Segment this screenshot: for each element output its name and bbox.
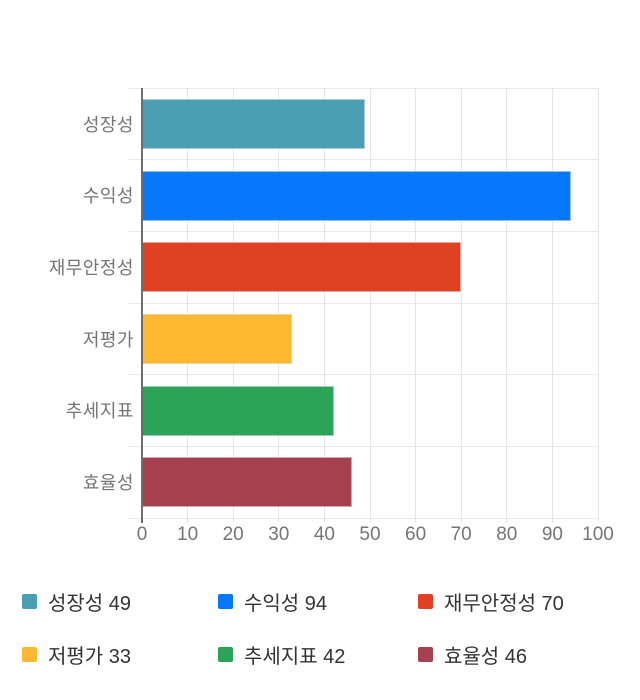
value-gridline	[323, 88, 325, 523]
legend-item-undervaluation[interactable]: 저평가 33	[22, 640, 131, 669]
x-tick-label: 100	[582, 524, 614, 545]
value-gridline	[415, 88, 417, 523]
value-gridline	[369, 88, 371, 523]
category-label-financial-stability: 재무안정성	[48, 258, 134, 279]
row-gridline	[128, 445, 598, 447]
legend-swatch-financial-stability	[418, 594, 433, 609]
legend-swatch-profitability	[218, 594, 233, 609]
x-tick-label: 10	[177, 524, 199, 545]
legend-swatch-growth	[22, 594, 37, 609]
bar-efficiency[interactable]	[142, 457, 352, 508]
x-tick-label: 70	[450, 524, 472, 545]
x-tick-label: 0	[136, 524, 148, 545]
row-gridline	[128, 230, 598, 232]
legend-item-efficiency[interactable]: 효율성 46	[418, 640, 527, 669]
x-tick-label: 50	[359, 524, 381, 545]
x-tick-label: 80	[496, 524, 518, 545]
legend-swatch-undervaluation	[22, 647, 37, 662]
legend-item-trend-indicator[interactable]: 추세지표 42	[218, 640, 345, 669]
x-tick-label: 40	[313, 524, 335, 545]
y-axis-line	[141, 88, 143, 523]
legend-item-financial-stability[interactable]: 재무안정성 70	[418, 587, 564, 616]
legend-label-financial-stability: 재무안정성 70	[444, 593, 564, 615]
bar-trend-indicator[interactable]	[142, 385, 334, 436]
bar-financial-stability[interactable]	[142, 242, 462, 293]
category-label-profitability: 수익성	[82, 186, 134, 207]
value-gridline	[597, 88, 599, 523]
x-tick-label: 20	[222, 524, 244, 545]
bar-undervaluation[interactable]	[142, 313, 293, 364]
legend-item-profitability[interactable]: 수익성 94	[218, 587, 327, 616]
legend-label-undervaluation: 저평가 33	[48, 646, 132, 668]
legend-label-efficiency: 효율성 46	[444, 646, 528, 668]
legend-label-growth: 성장성 49	[48, 593, 132, 615]
category-label-trend-indicator: 추세지표	[65, 401, 134, 422]
legend-swatch-efficiency	[418, 647, 433, 662]
value-gridline	[551, 88, 553, 523]
row-gridline	[128, 302, 598, 304]
x-tick-label: 90	[541, 524, 563, 545]
row-gridline	[128, 517, 598, 519]
bar-growth[interactable]	[142, 98, 366, 149]
bar-profitability[interactable]	[142, 170, 571, 221]
row-gridline	[128, 159, 598, 161]
value-gridline	[506, 88, 508, 523]
legend-label-profitability: 수익성 94	[244, 593, 328, 615]
category-label-undervaluation: 저평가	[82, 329, 134, 350]
legend-swatch-trend-indicator	[218, 647, 233, 662]
legend-item-growth[interactable]: 성장성 49	[22, 587, 131, 616]
category-label-efficiency: 효율성	[82, 473, 134, 494]
value-gridline	[460, 88, 462, 523]
row-gridline	[128, 87, 598, 89]
legend-label-trend-indicator: 추세지표 42	[244, 646, 346, 668]
x-tick-label: 30	[268, 524, 290, 545]
x-tick-label: 60	[405, 524, 427, 545]
value-gridline	[278, 88, 280, 523]
value-gridline	[232, 88, 234, 523]
category-label-growth: 성장성	[82, 114, 134, 135]
row-gridline	[128, 374, 598, 376]
value-gridline	[187, 88, 189, 523]
